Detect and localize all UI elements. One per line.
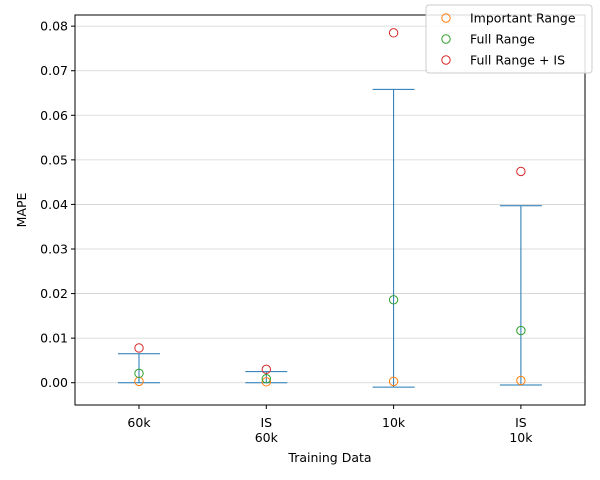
data-point bbox=[516, 375, 526, 386]
legend: Important Range Full Range Full Range + IS bbox=[425, 4, 593, 74]
legend-marker bbox=[441, 34, 451, 44]
y-tick-label: 0.07 bbox=[40, 63, 68, 78]
data-point bbox=[134, 343, 144, 353]
legend-box bbox=[425, 4, 593, 74]
data-points bbox=[134, 28, 526, 387]
data-point bbox=[388, 295, 399, 305]
legend-label: Important Range bbox=[470, 11, 576, 26]
legend-label: Full Range bbox=[470, 32, 535, 47]
x-tick-label: IS bbox=[515, 415, 527, 430]
x-tick-label-line2: 60k bbox=[255, 430, 279, 445]
x-tick-label: 10k bbox=[382, 415, 406, 430]
plot-frame bbox=[74, 14, 586, 406]
grid-lines bbox=[75, 25, 585, 384]
error-bars bbox=[118, 88, 542, 388]
x-tick-label: 60k bbox=[127, 415, 151, 430]
legend-marker bbox=[441, 13, 451, 23]
data-point bbox=[261, 364, 271, 375]
y-tick-label: 0.01 bbox=[40, 331, 68, 346]
x-tick-label-line2: 10k bbox=[509, 430, 533, 445]
y-tick-label: 0.03 bbox=[40, 242, 68, 257]
y-tick-label: 0.06 bbox=[40, 108, 68, 123]
legend-label: Full Range + IS bbox=[470, 53, 565, 68]
data-point bbox=[516, 325, 526, 336]
y-tick-label: 0.02 bbox=[40, 286, 68, 301]
data-point bbox=[134, 368, 144, 379]
y-tick-label: 0.08 bbox=[40, 19, 68, 34]
x-tick-label: IS bbox=[260, 415, 272, 430]
legend-marker bbox=[441, 55, 451, 65]
y-tick-label: 0.04 bbox=[40, 197, 68, 212]
data-point bbox=[516, 166, 526, 177]
data-point bbox=[261, 374, 271, 384]
y-tick-label: 0.05 bbox=[40, 152, 68, 167]
y-tick-label: 0.00 bbox=[40, 375, 68, 390]
data-point bbox=[388, 28, 399, 38]
x-axis-title: Training Data bbox=[287, 450, 371, 465]
data-point bbox=[261, 377, 271, 387]
y-axis-ticks: 0.00 0.01 0.02 0.03 0.04 0.05 0.06 0.07 0.08 bbox=[40, 19, 75, 390]
y-axis-title: MAPE bbox=[14, 193, 29, 228]
data-point bbox=[388, 376, 399, 387]
